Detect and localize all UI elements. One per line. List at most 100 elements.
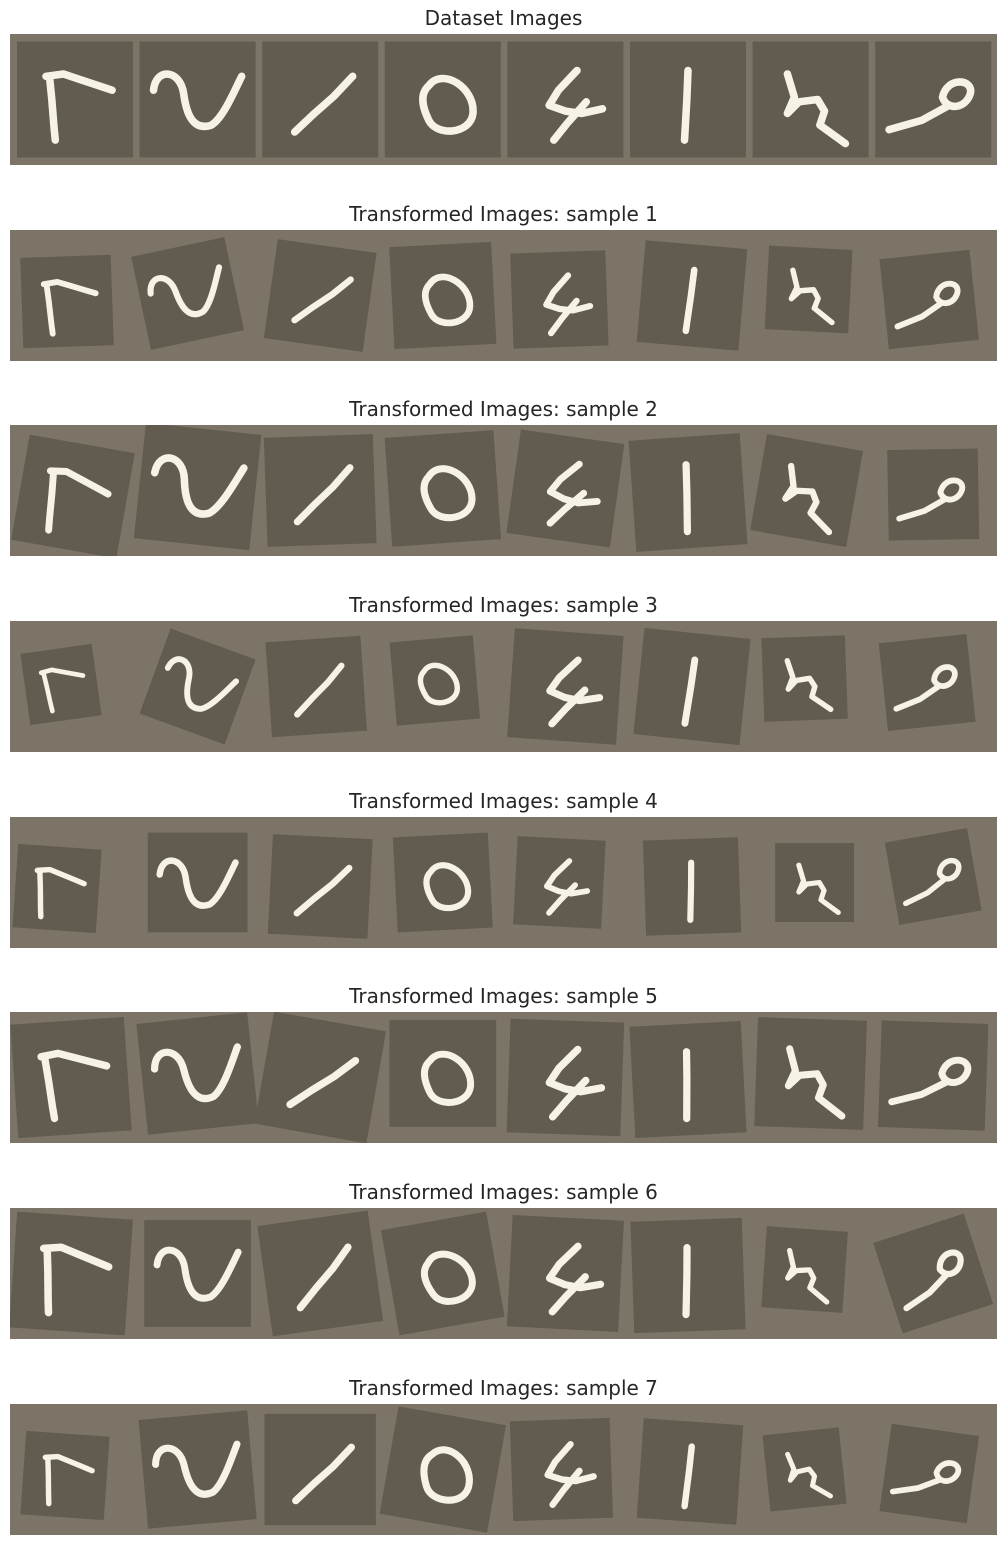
digit-stroke bbox=[43, 1244, 53, 1317]
digit-tile-background bbox=[11, 434, 135, 556]
digit-tile bbox=[147, 832, 248, 933]
digit-glyph-0 bbox=[420, 1250, 476, 1305]
image-strip-canvas bbox=[12, 828, 982, 939]
digit-tile bbox=[380, 1211, 505, 1336]
digit-stroke bbox=[549, 1467, 583, 1508]
digit-tile-background bbox=[10, 1016, 132, 1139]
digit-tile-background bbox=[384, 430, 501, 547]
digit-stroke bbox=[547, 297, 580, 337]
digit-stroke bbox=[546, 460, 601, 507]
digit-glyph-2 bbox=[156, 857, 239, 909]
digit-tile bbox=[506, 1018, 625, 1137]
digit-tile bbox=[875, 41, 992, 158]
image-strip-canvas bbox=[10, 1210, 994, 1337]
digit-glyph-9 bbox=[889, 1460, 962, 1495]
digit-tile-background bbox=[265, 635, 367, 738]
digit-stroke bbox=[150, 454, 248, 518]
digit-stroke bbox=[785, 1247, 830, 1305]
digit-glyph-4 bbox=[545, 1242, 605, 1316]
digit-tile-background bbox=[20, 254, 114, 349]
digit-glyph-0 bbox=[420, 1446, 473, 1504]
image-strip-canvas bbox=[20, 1406, 979, 1533]
digit-tile bbox=[628, 433, 748, 552]
digit-stroke bbox=[291, 276, 354, 324]
digit-glyph-2 bbox=[149, 70, 246, 131]
digit-tile-background bbox=[392, 832, 493, 933]
digit-tile-background bbox=[879, 249, 979, 350]
digit-glyph-9 bbox=[903, 857, 962, 907]
image-strip bbox=[10, 425, 997, 556]
digit-tile-background bbox=[509, 1417, 613, 1522]
digit-stroke bbox=[545, 1242, 605, 1292]
digit-tile bbox=[139, 628, 256, 745]
digit-glyph-7 bbox=[38, 667, 86, 714]
digit-stroke bbox=[417, 662, 461, 706]
digit-glyph-1 bbox=[681, 1443, 695, 1510]
digit-stroke bbox=[680, 66, 692, 144]
digit-stroke bbox=[682, 461, 692, 536]
digit-tile bbox=[879, 249, 979, 350]
digit-stroke bbox=[784, 1045, 846, 1120]
digit-glyph-2 bbox=[150, 1043, 241, 1103]
digit-stroke bbox=[889, 1477, 942, 1495]
digit-tile bbox=[633, 627, 751, 746]
digit-tile bbox=[262, 41, 379, 158]
digit-tile-background bbox=[887, 448, 980, 541]
digit-tile-background bbox=[257, 1210, 384, 1337]
digit-stroke bbox=[45, 72, 60, 144]
digit-glyph-4 bbox=[785, 1451, 833, 1499]
digit-tile-background bbox=[20, 643, 102, 726]
digit-tile-background bbox=[264, 1413, 376, 1526]
digit-glyph-4 bbox=[543, 858, 591, 916]
digit-tile bbox=[392, 832, 493, 933]
digit-tile bbox=[506, 429, 625, 548]
digit-tile bbox=[878, 1020, 989, 1131]
digit-stroke bbox=[785, 1451, 833, 1499]
digit-tile bbox=[138, 1410, 257, 1529]
digit-glyph-0 bbox=[417, 662, 461, 706]
digit-stroke bbox=[45, 467, 58, 534]
digit-stroke bbox=[681, 656, 699, 727]
digit-tile bbox=[389, 635, 481, 726]
image-strip bbox=[10, 817, 997, 948]
digit-stroke bbox=[550, 98, 591, 144]
digit-tile-background bbox=[510, 250, 609, 349]
digit-glyph-2 bbox=[147, 264, 223, 318]
digit-stroke bbox=[40, 278, 99, 297]
image-strip-canvas bbox=[11, 425, 980, 556]
digit-tile bbox=[20, 254, 114, 349]
digit-tile-background bbox=[873, 1213, 994, 1334]
digit-tile bbox=[642, 837, 742, 936]
digit-tile-background bbox=[879, 1423, 979, 1524]
digit-stroke bbox=[543, 272, 594, 314]
digit-glyph-9 bbox=[903, 1249, 964, 1312]
digit-tile-background bbox=[17, 41, 133, 158]
digit-glyph-0 bbox=[423, 862, 472, 912]
digit-stroke bbox=[546, 882, 579, 916]
digit-stroke bbox=[544, 1440, 597, 1485]
section-title: Dataset Images bbox=[424, 6, 583, 30]
digit-tile bbox=[507, 41, 624, 158]
digit-stroke bbox=[294, 662, 345, 718]
digit-tile bbox=[20, 643, 102, 726]
digit-tile bbox=[12, 843, 102, 934]
digit-glyph-7 bbox=[39, 1243, 113, 1317]
digit-glyph-4 bbox=[544, 1440, 597, 1508]
digit-glyph-1 bbox=[286, 1056, 360, 1109]
digit-tile bbox=[131, 237, 245, 350]
digit-tile bbox=[11, 434, 135, 556]
digit-glyph-4 bbox=[784, 1045, 846, 1120]
digit-tile bbox=[754, 1017, 867, 1130]
digit-tile bbox=[887, 448, 980, 541]
digit-tile-background bbox=[131, 237, 245, 350]
digit-tile-background bbox=[267, 834, 373, 939]
digit-stroke bbox=[420, 1250, 476, 1305]
digit-tile bbox=[507, 628, 624, 745]
digit-stroke bbox=[45, 1454, 52, 1507]
digit-stroke bbox=[147, 264, 223, 318]
digit-stroke bbox=[896, 496, 948, 522]
digit-tile bbox=[873, 1213, 994, 1334]
digit-stroke bbox=[893, 683, 942, 712]
digit-stroke bbox=[783, 70, 850, 148]
digit-tile bbox=[752, 41, 869, 158]
